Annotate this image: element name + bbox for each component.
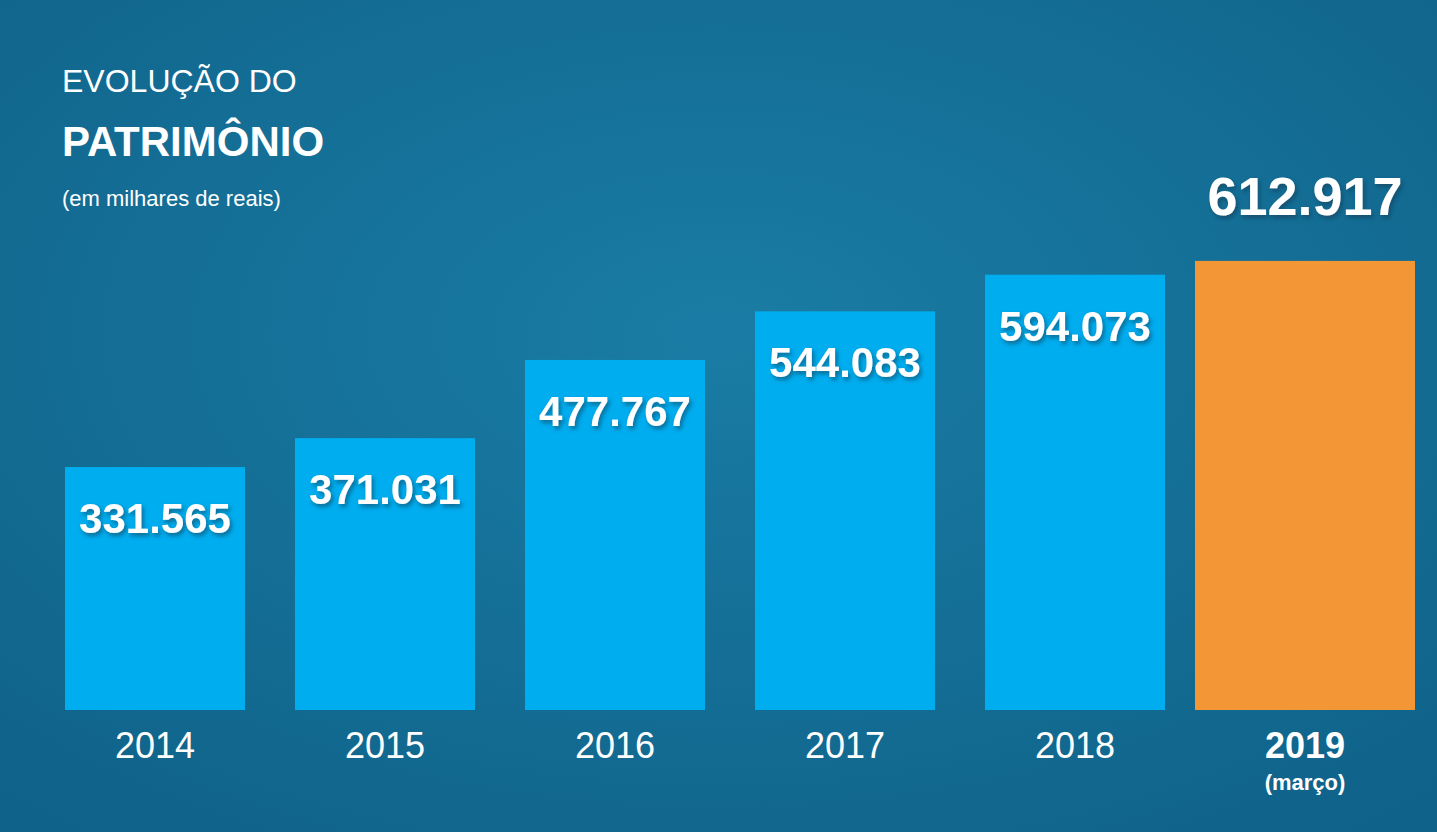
bar xyxy=(525,360,705,710)
background xyxy=(0,0,1437,832)
data-label: 544.083 xyxy=(769,339,921,386)
x-axis: 2014 2015 2016 2017 2018 2019 (março) xyxy=(115,725,1345,795)
x-tick-label: 2016 xyxy=(575,725,655,766)
x-tick-label: 2018 xyxy=(1035,725,1115,766)
title-group: EVOLUÇÃO DO PATRIMÔNIO (em milhares de rea… xyxy=(62,63,324,211)
bar xyxy=(295,438,475,710)
data-label: 331.565 xyxy=(79,495,231,542)
subtitle: (em milhares de reais) xyxy=(62,186,281,211)
chart: EVOLUÇÃO DO PATRIMÔNIO (em milhares de rea… xyxy=(0,0,1437,832)
bar xyxy=(985,275,1165,710)
data-labels: 331.565 371.031 477.767 544.083 594.073 612.9… xyxy=(79,166,1403,542)
chart-root: EVOLUÇÃO DO PATRIMÔNIO (em milhares de rea… xyxy=(0,0,1437,832)
annotation: (março) xyxy=(1265,770,1346,795)
x-tick-label: 2019 xyxy=(1265,725,1345,766)
data-label: 477.767 xyxy=(539,388,691,435)
x-tick-label: 2015 xyxy=(345,725,425,766)
bar xyxy=(755,311,935,710)
bars xyxy=(65,261,1415,710)
x-tick-label: 2014 xyxy=(115,725,195,766)
bar xyxy=(1195,261,1415,710)
title-line: EVOLUÇÃO DO xyxy=(62,63,297,99)
data-label: 594.073 xyxy=(999,303,1151,350)
title-line: PATRIMÔNIO xyxy=(62,117,324,165)
x-tick-label: 2017 xyxy=(805,725,885,766)
data-label: 371.031 xyxy=(309,466,461,513)
data-label: 612.917 xyxy=(1207,166,1402,226)
bar xyxy=(65,467,245,710)
